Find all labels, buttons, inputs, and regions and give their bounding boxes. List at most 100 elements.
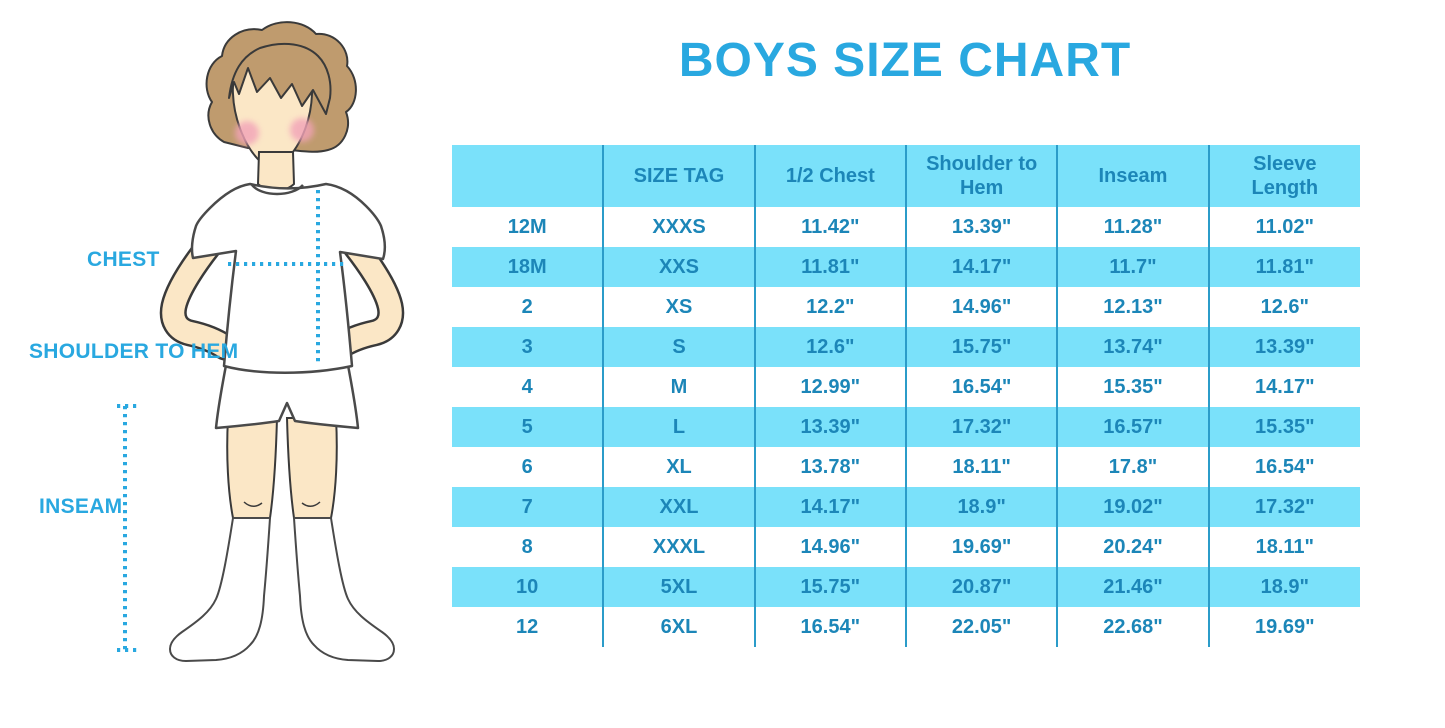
measurement-cell: 12.99": [753, 367, 906, 407]
measurement-cell: 20.24": [1056, 527, 1209, 567]
measurement-cell: XXS: [602, 247, 755, 287]
measurement-cell: 20.87": [904, 567, 1058, 607]
column-header: 1/2 Chest: [753, 145, 906, 207]
measurement-cell: 6XL: [602, 607, 755, 647]
row-size-label: 7: [452, 487, 604, 527]
row-size-label: 6: [521, 455, 533, 478]
measurement-cell: 19.69": [1207, 607, 1360, 647]
table-row: 18M XXS 11.81" 14.17" 11.7" 11.81": [452, 247, 1360, 287]
measurement-cell: 11.7": [1056, 247, 1209, 287]
measurement-cell: L: [602, 407, 755, 447]
row-size-label: 4: [521, 375, 533, 398]
measurement-cell: 5XL: [602, 567, 755, 607]
measurement-cell: 13.39": [904, 207, 1058, 247]
table-row: 7 XXL 14.17" 18.9" 19.02" 17.32": [452, 487, 1360, 527]
measurement-cell: 11.81": [753, 247, 906, 287]
left-sock: [169, 517, 271, 662]
hair-bangs: [228, 42, 332, 115]
t-shirt-body: [190, 182, 386, 374]
measurement-cell: XL: [602, 447, 755, 487]
table-row: 2 XS 12.2" 14.96" 12.13" 12.6": [452, 287, 1360, 327]
right-knee-line: [301, 501, 321, 507]
row-size-label: 3: [452, 327, 604, 367]
table-row: 12M XXXS 11.42" 13.39" 11.28" 11.02": [452, 207, 1360, 247]
measurement-cell: 16.57": [1056, 407, 1209, 447]
measurement-cell: 16.54": [753, 607, 906, 647]
row-size-label: 8: [521, 535, 533, 558]
measurement-cell: 11.02": [1207, 207, 1360, 247]
measurement-cell: 15.35": [1207, 407, 1360, 447]
measurement-cell: XXXS: [602, 207, 755, 247]
measurement-cell: 18.9": [1207, 567, 1360, 607]
column-header: Shoulder to Hem: [904, 145, 1058, 207]
right-sock: [293, 517, 395, 662]
column-header: Inseam: [1056, 145, 1209, 207]
table-row: 5 L 13.39" 17.32" 16.57" 15.35": [452, 407, 1360, 447]
corner-header-cell: [452, 145, 604, 207]
measurement-cell: 19.02": [1056, 487, 1209, 527]
table-row: 12 6XL 16.54" 22.05" 22.68" 19.69": [452, 607, 1360, 647]
measurement-cell: 12.13": [1056, 287, 1209, 327]
table-row: 10 5XL 15.75" 20.87" 21.46" 18.9": [452, 567, 1360, 607]
inseam-label: INSEAM: [39, 495, 123, 518]
measurement-cell: 17.8": [1056, 447, 1209, 487]
measurement-cell: S: [602, 327, 755, 367]
boy-measurement-figure: CHEST SHOULDER TO HEM INSEAM: [0, 0, 450, 723]
measurement-cell: 13.39": [1207, 327, 1360, 367]
measurement-cell: 11.28": [1056, 207, 1209, 247]
boy-head: [205, 21, 357, 192]
measurement-cell: XXXL: [602, 527, 755, 567]
measurement-cell: XXL: [602, 487, 755, 527]
measurement-cell: 14.17": [1207, 367, 1360, 407]
measurement-cell: XS: [602, 287, 755, 327]
measurement-cell: 14.96": [904, 287, 1058, 327]
chest-label: CHEST: [87, 248, 160, 271]
measurement-cell: 11.81": [1207, 247, 1360, 287]
measurement-cell: 18.11": [1207, 527, 1360, 567]
right-arm: [325, 228, 405, 361]
row-size-label: 10: [452, 567, 604, 607]
measurement-cell: 21.46": [1056, 567, 1209, 607]
measurement-cell: 11.42": [753, 207, 906, 247]
table-row: 8 XXXL 14.96" 19.69" 20.24" 18.11": [452, 527, 1360, 567]
table-row: 6 XL 13.78" 18.11" 17.8" 16.54": [452, 447, 1360, 487]
table-row: 4 M 12.99" 16.54" 15.35" 14.17": [452, 367, 1360, 407]
header-row: SIZE TAG 1/2 Chest Shoulder to Hem Inseam Sl…: [452, 145, 1360, 207]
left-arm: [159, 228, 239, 361]
measurement-cell: 13.74": [1056, 327, 1209, 367]
shoulder-to-hem-label: SHOULDER TO HEM: [29, 340, 239, 363]
collar-line: [251, 184, 304, 196]
measurement-cell: M: [602, 367, 755, 407]
measurement-cell: 15.75": [904, 327, 1058, 367]
left-cheek-blush: [235, 121, 259, 145]
table-header: SIZE TAG 1/2 Chest Shoulder to Hem Inseam Sl…: [452, 145, 1360, 207]
row-size-label: 2: [521, 295, 533, 318]
measurement-cell: 22.68": [1056, 607, 1209, 647]
measurement-cell: 12.6": [1207, 287, 1360, 327]
measurement-cell: 14.96": [753, 527, 906, 567]
measurement-lines: [117, 190, 345, 652]
table-body: 12M XXXS 11.42" 13.39" 11.28" 11.02" 18M XXS 11.…: [452, 207, 1360, 647]
measurement-cell: 15.75": [753, 567, 906, 607]
measurement-cell: 18.9": [904, 487, 1058, 527]
measurement-cell: 12.6": [753, 327, 906, 367]
column-header: Sleeve Length: [1207, 145, 1360, 207]
left-leg: [226, 417, 279, 519]
table-row: 3 S 12.6" 15.75" 13.74" 13.39": [452, 327, 1360, 367]
shorts: [214, 358, 360, 430]
right-cheek-blush: [290, 118, 314, 142]
measurement-cell: 13.78": [753, 447, 906, 487]
column-header: SIZE TAG: [602, 145, 755, 207]
left-knee-line: [243, 501, 263, 507]
row-size-label: 18M: [452, 247, 604, 287]
boy-legs: [169, 417, 395, 662]
row-size-label: 12: [516, 615, 539, 638]
row-size-label: 5: [452, 407, 604, 447]
measurement-cell: 13.39": [753, 407, 906, 447]
measurement-cell: 16.54": [1207, 447, 1360, 487]
measurement-cell: 18.11": [904, 447, 1058, 487]
row-size-label: 12M: [507, 215, 547, 238]
right-leg: [285, 417, 338, 519]
t-shirt: [190, 182, 386, 374]
measurement-cell: 15.35": [1056, 367, 1209, 407]
